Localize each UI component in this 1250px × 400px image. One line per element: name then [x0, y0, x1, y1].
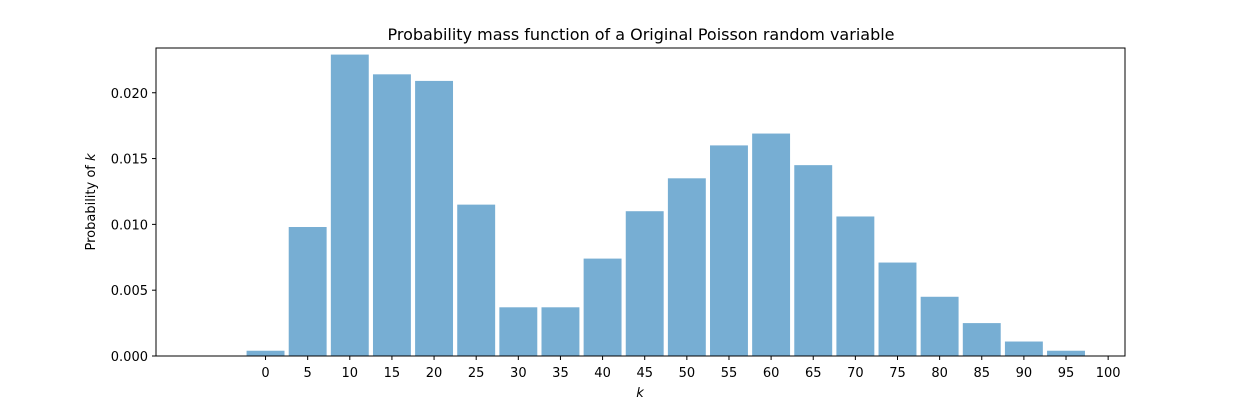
- bar-k-5: [288, 227, 327, 356]
- x-tick-label-5: 5: [304, 366, 312, 381]
- x-axis-label: k: [636, 386, 644, 400]
- x-tick-label-90: 90: [1016, 366, 1033, 381]
- x-tick-label-100: 100: [1096, 366, 1121, 381]
- x-tick-label-0: 0: [261, 366, 269, 381]
- x-tick-label-45: 45: [636, 366, 653, 381]
- x-tick-label-65: 65: [805, 366, 822, 381]
- bar-k-40: [583, 258, 622, 356]
- x-tick-label-25: 25: [468, 366, 485, 381]
- y-ticks: 0.000 0.005 0.010 0.015 0.020: [111, 87, 156, 365]
- x-tick-label-40: 40: [594, 366, 611, 381]
- chart-title: Probability mass function of a Original …: [387, 25, 894, 44]
- bar-k-15: [372, 74, 411, 357]
- bar-k-45: [625, 211, 664, 356]
- bar-k-0: [246, 350, 285, 356]
- plot-frame: [155, 47, 1126, 357]
- bar-k-65: [794, 165, 833, 356]
- bar-k-25: [457, 204, 496, 356]
- bar-k-30: [499, 307, 538, 356]
- x-tick-label-85: 85: [973, 366, 990, 381]
- bar-k-95: [1047, 350, 1085, 356]
- x-ticks: 0 5 10 15 20 25 30 35 40 45 50 55 60 65 70 75 80 85 90 95 10…: [261, 356, 1121, 381]
- y-axis-label-prefix: Probability of: [84, 161, 99, 251]
- bar-k-70: [836, 216, 875, 356]
- bar-k-60: [752, 133, 791, 356]
- x-tick-label-35: 35: [552, 366, 569, 381]
- x-tick-label-75: 75: [889, 366, 906, 381]
- bar-k-10: [330, 54, 369, 356]
- x-tick-label-70: 70: [847, 366, 864, 381]
- bar-k-85: [962, 323, 1001, 356]
- bar-k-80: [920, 296, 959, 356]
- y-tick-label-0.000: 0.000: [111, 350, 148, 365]
- x-tick-label-50: 50: [679, 366, 696, 381]
- x-tick-label-15: 15: [384, 366, 401, 381]
- y-tick-label-0.005: 0.005: [111, 284, 148, 299]
- bars-group: [246, 54, 1085, 357]
- x-tick-label-60: 60: [763, 366, 780, 381]
- bar-k-75: [878, 262, 917, 356]
- x-tick-label-30: 30: [510, 366, 527, 381]
- y-tick-label-0.020: 0.020: [111, 87, 148, 102]
- x-tick-label-95: 95: [1058, 366, 1075, 381]
- x-tick-label-55: 55: [721, 366, 738, 381]
- x-tick-label-80: 80: [931, 366, 948, 381]
- x-tick-label-20: 20: [426, 366, 443, 381]
- x-tick-label-10: 10: [342, 366, 359, 381]
- bar-k-35: [541, 307, 580, 356]
- y-axis-label: Probability of k: [84, 153, 99, 251]
- y-tick-label-0.010: 0.010: [111, 218, 148, 233]
- bar-k-50: [667, 178, 706, 356]
- y-axis-label-var: k: [84, 153, 99, 161]
- bar-k-55: [710, 145, 748, 356]
- bar-k-20: [415, 80, 454, 357]
- bar-k-90: [1004, 341, 1043, 356]
- y-tick-label-0.015: 0.015: [111, 153, 148, 168]
